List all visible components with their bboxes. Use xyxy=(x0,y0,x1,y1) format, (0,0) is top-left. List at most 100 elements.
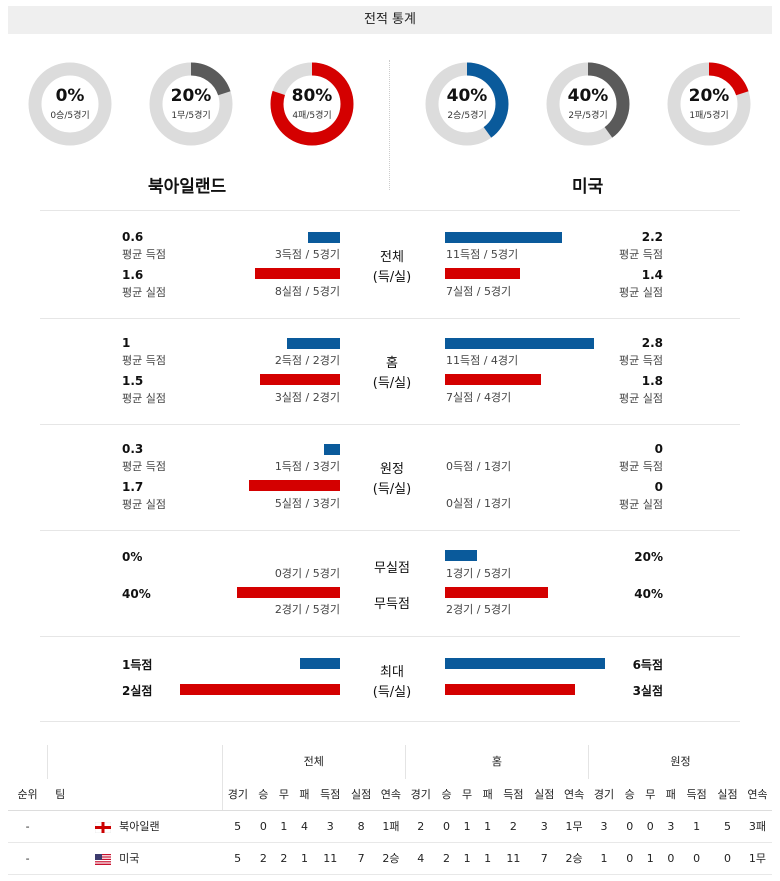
donut-left-loss: 80% 4패/5경기 xyxy=(270,62,354,146)
stat-cell: 2 xyxy=(253,842,274,875)
col-header: 연속 xyxy=(742,777,772,811)
col-header: 경기 xyxy=(405,777,437,811)
col-header: 실점 xyxy=(345,777,377,811)
donut-arc xyxy=(667,62,751,146)
left-conceded-bar xyxy=(249,480,340,491)
center-sublabel-home: (득/실) xyxy=(372,376,412,391)
left-conceded-bar xyxy=(260,374,340,385)
stat-cell: 5 xyxy=(222,842,254,875)
stat-cell: 2 xyxy=(273,842,295,875)
left-avg-scored-label: 평균 득점 xyxy=(122,460,166,473)
stat-cell: 4 xyxy=(405,842,437,875)
right-avg-scored-label: 평균 득점 xyxy=(619,460,663,473)
left-avg-conceded-label: 평균 실점 xyxy=(122,498,166,511)
left-conceded-bar xyxy=(255,268,340,279)
right-avg-conceded: 0 xyxy=(654,480,663,494)
center-label-overall: 전체 xyxy=(380,250,404,265)
right-avg-scored: 2.2 xyxy=(641,230,663,244)
right-conceded-bar xyxy=(445,268,520,279)
stat-cell: 0 xyxy=(660,842,682,875)
donut-sub: 4패/5경기 xyxy=(292,111,332,121)
donut-right-win: 40% 2승/5경기 xyxy=(425,62,509,146)
col-header: 무 xyxy=(639,777,661,811)
right-scored-count: 0득점 / 1경기 xyxy=(446,460,512,473)
stat-cell: 1 xyxy=(477,810,498,843)
left-max-scored-bar xyxy=(300,658,340,669)
right-avg-conceded: 1.4 xyxy=(641,268,663,282)
stat-cell: 1무 xyxy=(559,810,589,843)
right-max-conceded: 3실점 xyxy=(632,684,663,698)
stat-cell: 1패 xyxy=(376,810,406,843)
left-scored-count: 2득점 / 2경기 xyxy=(274,354,340,367)
right-clean-pct: 20% xyxy=(634,550,663,564)
right-avg-scored: 0 xyxy=(654,442,663,456)
donut-sub: 1패/5경기 xyxy=(689,111,729,121)
blank-header xyxy=(46,745,223,778)
left-avg-conceded: 1.7 xyxy=(122,480,144,494)
donut-arc xyxy=(149,62,233,146)
stat-cell: 4 xyxy=(294,810,315,843)
stat-cell: 0 xyxy=(639,810,661,843)
stat-cell: 11 xyxy=(497,842,529,875)
stat-cell: 1 xyxy=(294,842,315,875)
group-header-overall: 전체 xyxy=(221,745,406,778)
col-header: 연속 xyxy=(376,777,406,811)
table-row: - 미국 5 2 2 1 11 7 2승 4 2 1 1 11 7 2승 1 0… xyxy=(8,842,772,875)
team-name[interactable]: 북아일랜 xyxy=(119,820,160,833)
right-conceded-count: 0실점 / 1경기 xyxy=(446,497,512,510)
team-cell[interactable]: 북아일랜 xyxy=(47,810,223,843)
right-avg-conceded-label: 평균 실점 xyxy=(619,498,663,511)
stat-cell: 3패 xyxy=(742,810,772,843)
left-avg-conceded: 1.6 xyxy=(122,268,144,282)
col-header: 승 xyxy=(619,777,640,811)
col-header: 실점 xyxy=(712,777,743,811)
col-header: 경기 xyxy=(588,777,620,811)
center-label-home: 홈 xyxy=(386,356,398,371)
center-label-max: 최대 xyxy=(380,665,404,680)
england-flag-icon xyxy=(95,821,112,833)
right-clean-bar xyxy=(445,550,477,561)
col-header: 승 xyxy=(436,777,457,811)
donut-arc xyxy=(546,62,630,146)
stat-cell: 8 xyxy=(345,810,377,843)
stat-cell: 3 xyxy=(660,810,682,843)
right-scored-count: 11득점 / 5경기 xyxy=(446,248,519,261)
left-avg-conceded-label: 평균 실점 xyxy=(122,286,166,299)
donut-pct: 40% xyxy=(446,86,488,106)
stat-cell: 2 xyxy=(436,842,457,875)
group-header-away: 원정 xyxy=(588,745,772,778)
stat-cell: 7 xyxy=(528,842,560,875)
left-avg-scored: 1 xyxy=(122,336,131,350)
donut-right-draw: 40% 2무/5경기 xyxy=(546,62,630,146)
right-avg-conceded: 1.8 xyxy=(641,374,663,388)
right-scored-bar xyxy=(445,232,562,243)
right-clean-count: 1경기 / 5경기 xyxy=(446,567,512,580)
stat-cell: 3 xyxy=(528,810,560,843)
right-max-conceded-bar xyxy=(445,684,575,695)
donut-track xyxy=(28,62,112,146)
left-clean-pct: 0% xyxy=(122,550,143,564)
team-cell[interactable]: 미국 xyxy=(47,842,223,875)
stat-cell: 2 xyxy=(497,810,529,843)
blank-header xyxy=(8,745,47,778)
standings-table: 전체 홈 원정 순위 팀 경기 승 무 패 득점 실점 연속 경기 승 무 패 … xyxy=(8,745,772,875)
col-header: 득점 xyxy=(314,777,346,811)
col-header: 무 xyxy=(456,777,478,811)
right-max-scored-bar xyxy=(445,658,605,669)
team-name[interactable]: 미국 xyxy=(119,852,140,865)
stat-cell: 1 xyxy=(477,842,498,875)
group-header-home: 홈 xyxy=(404,745,589,778)
donut-sub: 2승/5경기 xyxy=(447,111,487,121)
col-header: 실점 xyxy=(528,777,560,811)
left-avg-scored: 0.6 xyxy=(122,230,144,244)
col-header: 패 xyxy=(477,777,498,811)
right-scored-bar xyxy=(445,338,594,349)
left-clean-count: 0경기 / 5경기 xyxy=(274,567,340,580)
right-fail-count: 2경기 / 5경기 xyxy=(446,603,512,616)
stat-cell: 0 xyxy=(681,842,713,875)
stats-header: 전적 통계 xyxy=(8,6,772,34)
left-avg-scored: 0.3 xyxy=(122,442,144,456)
col-header: 무 xyxy=(273,777,295,811)
right-avg-scored: 2.8 xyxy=(641,336,663,350)
col-team: 팀 xyxy=(47,777,223,811)
